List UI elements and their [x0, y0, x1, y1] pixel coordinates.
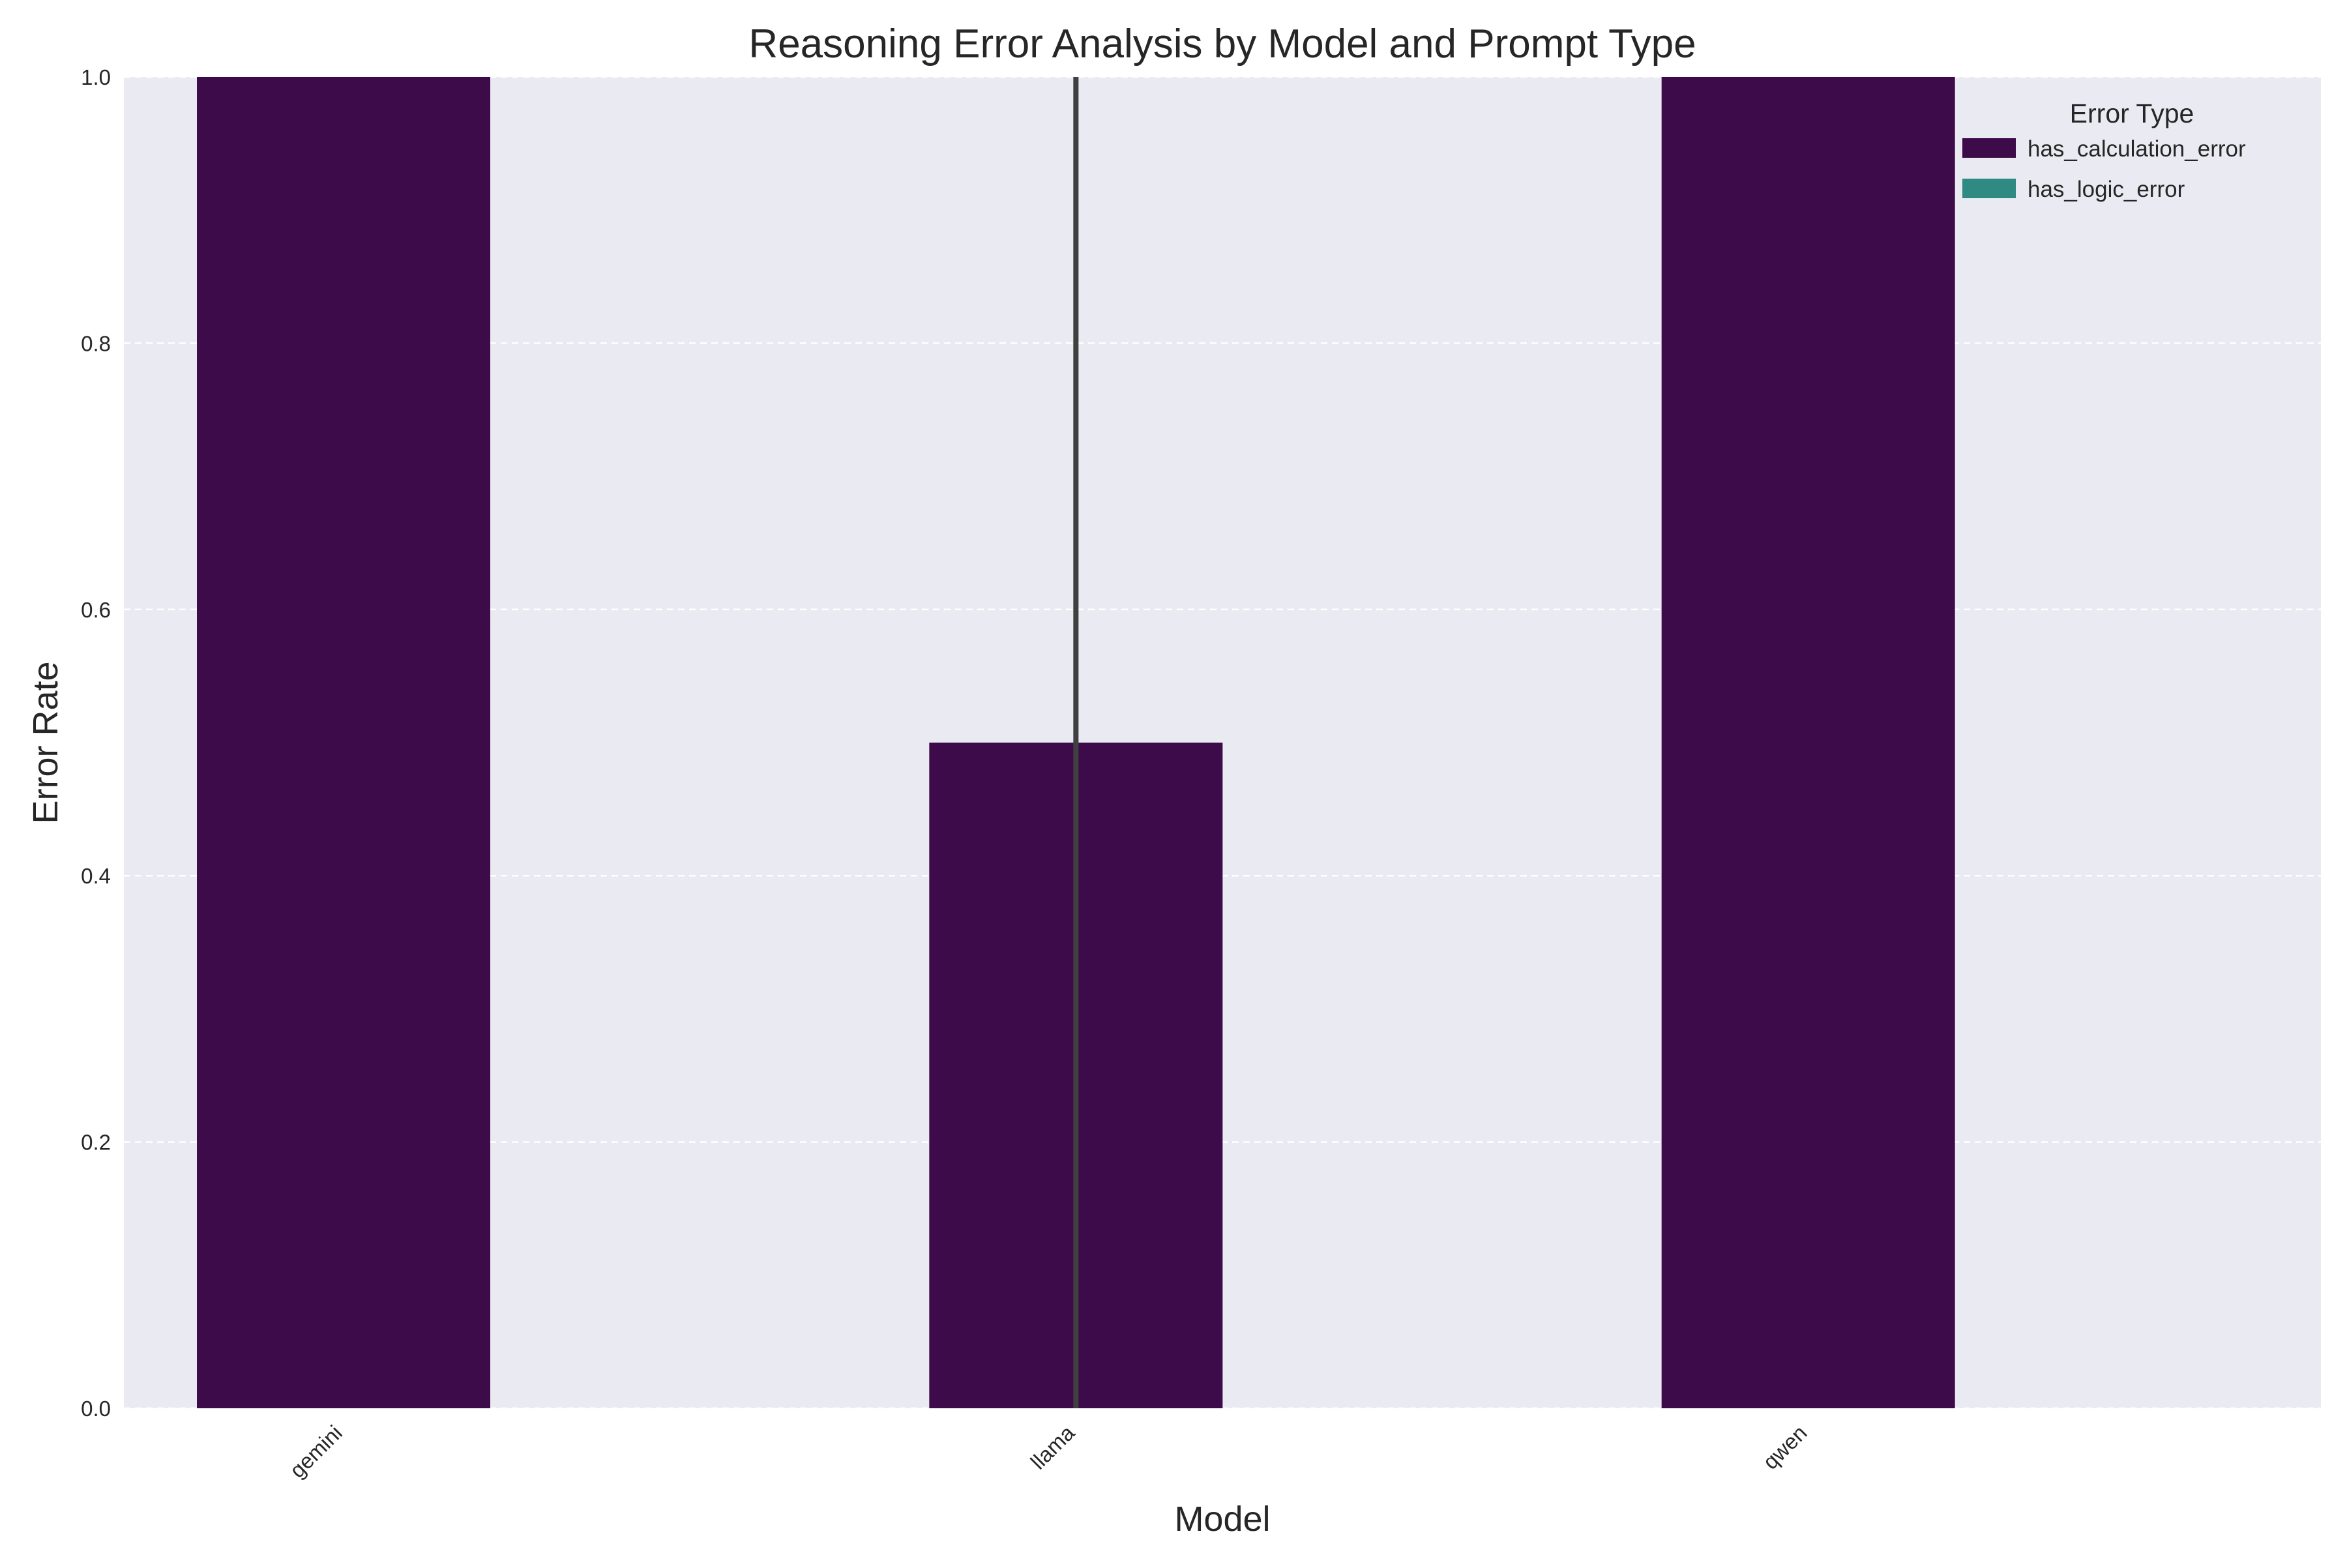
x-tick-labels: gemini llama qwen — [285, 1420, 1812, 1482]
y-tick-label: 0.8 — [81, 331, 111, 355]
chart-title: Reasoning Error Analysis by Model and Pr… — [748, 22, 1696, 67]
legend-label: has_logic_error — [2028, 177, 2185, 202]
y-tick-label: 0.4 — [81, 864, 111, 888]
y-tick-label: 0.2 — [81, 1131, 111, 1155]
bar-has_calculation_error-qwen — [1661, 77, 1955, 1408]
legend-swatch — [1962, 179, 2016, 198]
x-tick-label: gemini — [285, 1421, 347, 1483]
legend-label: has_calculation_error — [2028, 136, 2246, 162]
x-axis-label: Model — [1174, 1500, 1270, 1539]
y-tick-label: 0.6 — [81, 598, 111, 622]
y-axis-label: Error Rate — [26, 661, 65, 823]
y-tick-label: 0.0 — [81, 1397, 111, 1421]
x-tick-label: qwen — [1758, 1421, 1812, 1474]
y-tick-label: 1.0 — [81, 65, 111, 89]
legend: Error Type has_calculation_error has_logi… — [1962, 98, 2246, 202]
legend-title: Error Type — [2070, 98, 2194, 128]
y-tick-labels: 0.0 0.2 0.4 0.6 0.8 1.0 — [81, 65, 111, 1421]
bar-has_calculation_error-gemini — [197, 77, 490, 1408]
legend-swatch — [1962, 138, 2016, 158]
legend-items: has_calculation_error has_logic_error — [1962, 136, 2246, 202]
x-tick-label: llama — [1026, 1420, 1079, 1473]
